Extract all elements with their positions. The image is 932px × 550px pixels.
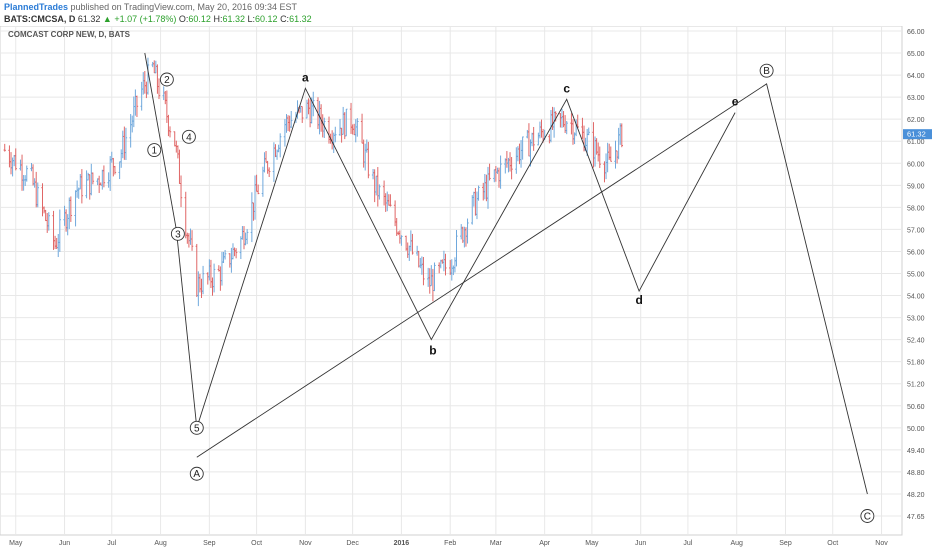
x-tick-label: Jun xyxy=(59,540,70,547)
x-tick-label: Sep xyxy=(779,540,792,547)
y-tick-label: 59.00 xyxy=(907,183,925,190)
x-tick-label: Jul xyxy=(683,540,692,547)
symbol-info: BATS:CMCSA, D 61.32 ▲ +1.07 (+1.78%) O:6… xyxy=(4,14,312,24)
y-tick-label: 60.00 xyxy=(907,161,925,168)
open-value: 60.12 xyxy=(188,14,211,24)
x-tick-label: Mar xyxy=(490,540,503,547)
y-tick-label: 61.00 xyxy=(907,139,925,146)
last-price-tag: 61.32 xyxy=(903,129,932,140)
y-tick-label: 55.00 xyxy=(907,272,925,279)
wave-line xyxy=(196,83,868,495)
wave-labels: 1 2 3 4 5 Aa b c d e B C xyxy=(147,63,875,523)
close-label: C: xyxy=(280,14,290,24)
y-tick-label: 53.00 xyxy=(907,316,925,323)
y-tick-label: 58.00 xyxy=(907,205,925,212)
chart-title: COMCAST CORP NEW, D, BATS xyxy=(8,30,131,39)
y-tick-label: 54.00 xyxy=(907,294,925,301)
x-tick-label: Apr xyxy=(539,540,551,547)
x-tick-label: Nov xyxy=(299,540,312,547)
x-tick-label: Aug xyxy=(730,540,743,547)
x-tick-label: Oct xyxy=(251,540,262,547)
publish-text: published on TradingView.com, May 20, 20… xyxy=(70,2,298,12)
wave-label-circle xyxy=(189,420,204,435)
x-tick-label: Aug xyxy=(154,540,167,547)
symbol: BATS:CMCSA, D xyxy=(4,14,76,24)
x-tick-label: 2016 xyxy=(394,540,410,547)
y-tick-label: 66.00 xyxy=(907,29,925,36)
wave-label: C xyxy=(864,512,871,523)
wave-label: b xyxy=(429,344,436,358)
wave-lines xyxy=(144,52,868,495)
x-tick-label: May xyxy=(585,540,599,547)
last-price: 61.32 xyxy=(77,14,101,24)
y-tick-label: 50.60 xyxy=(907,404,925,411)
wave-label: a xyxy=(302,70,309,84)
wave-label-circle xyxy=(147,143,162,157)
wave-label: B xyxy=(763,66,770,77)
wave-label: 5 xyxy=(194,423,200,434)
wave-line xyxy=(144,52,736,428)
up-arrow-icon: ▲ xyxy=(102,14,112,24)
close-value: 61.32 xyxy=(289,14,312,24)
publish-info: PlannedTrades published on TradingView.c… xyxy=(4,2,297,12)
y-tick-label: 51.80 xyxy=(907,360,925,367)
wave-label-circle xyxy=(170,226,185,241)
wave-label: c xyxy=(563,81,570,95)
wave-label: e xyxy=(732,95,739,109)
time-axis[interactable]: May Jun Jul Aug Sep Oct Nov Dec 2016 Feb Mar Apr May… xyxy=(9,540,888,547)
x-tick-label: Feb xyxy=(444,540,456,547)
price-chart[interactable]: 1 2 3 4 5 Aa b c d e B C 47.65 48.20 48.80 49.40 50.00 5… xyxy=(0,26,932,550)
wave-label: 2 xyxy=(164,75,170,86)
x-tick-label: Jun xyxy=(635,540,646,547)
x-tick-label: Oct xyxy=(827,540,838,547)
x-tick-label: May xyxy=(9,540,23,547)
price-change: +1.07 (+1.78%) xyxy=(114,14,177,24)
y-tick-label: 64.00 xyxy=(907,73,925,80)
y-tick-label: 50.00 xyxy=(907,426,925,433)
wave-label: 1 xyxy=(151,146,157,157)
y-tick-label: 57.00 xyxy=(907,227,925,234)
y-tick-label: 56.00 xyxy=(907,249,925,256)
wave-label-circle xyxy=(860,509,875,523)
high-label: H: xyxy=(213,14,223,24)
open-label: O: xyxy=(178,14,189,24)
y-tick-label: 63.00 xyxy=(907,95,925,102)
author-link[interactable]: PlannedTrades xyxy=(4,2,69,12)
wave-label: 3 xyxy=(175,229,181,240)
y-tick-label: 62.00 xyxy=(907,117,925,124)
wave-label: A xyxy=(193,469,200,480)
wave-label-circle xyxy=(189,466,204,481)
x-tick-label: Dec xyxy=(346,540,359,547)
x-tick-label: Nov xyxy=(875,540,888,547)
price-bars xyxy=(3,57,623,307)
wave-label: 4 xyxy=(186,132,192,143)
x-tick-label: Jul xyxy=(107,540,116,547)
wave-label-circle xyxy=(759,63,774,78)
y-tick-label: 49.40 xyxy=(907,448,925,455)
wave-label-circle xyxy=(181,129,196,144)
last-price-tag-text: 61.32 xyxy=(907,130,926,139)
y-tick-label: 47.65 xyxy=(907,514,925,521)
y-tick-label: 48.20 xyxy=(907,492,925,499)
grid xyxy=(0,26,902,535)
y-tick-label: 65.00 xyxy=(907,51,925,58)
low-value: 60.12 xyxy=(255,14,278,24)
wave-label: d xyxy=(635,293,642,307)
price-axis[interactable]: 47.65 48.20 48.80 49.40 50.00 50.60 51.20 51.80… xyxy=(907,29,925,521)
x-tick-label: Sep xyxy=(203,540,216,547)
low-label: L: xyxy=(247,14,256,24)
y-tick-label: 52.40 xyxy=(907,338,925,345)
high-value: 61.32 xyxy=(222,14,245,24)
y-tick-label: 51.20 xyxy=(907,382,925,389)
wave-label-circle xyxy=(159,72,174,87)
y-tick-label: 48.80 xyxy=(907,470,925,477)
